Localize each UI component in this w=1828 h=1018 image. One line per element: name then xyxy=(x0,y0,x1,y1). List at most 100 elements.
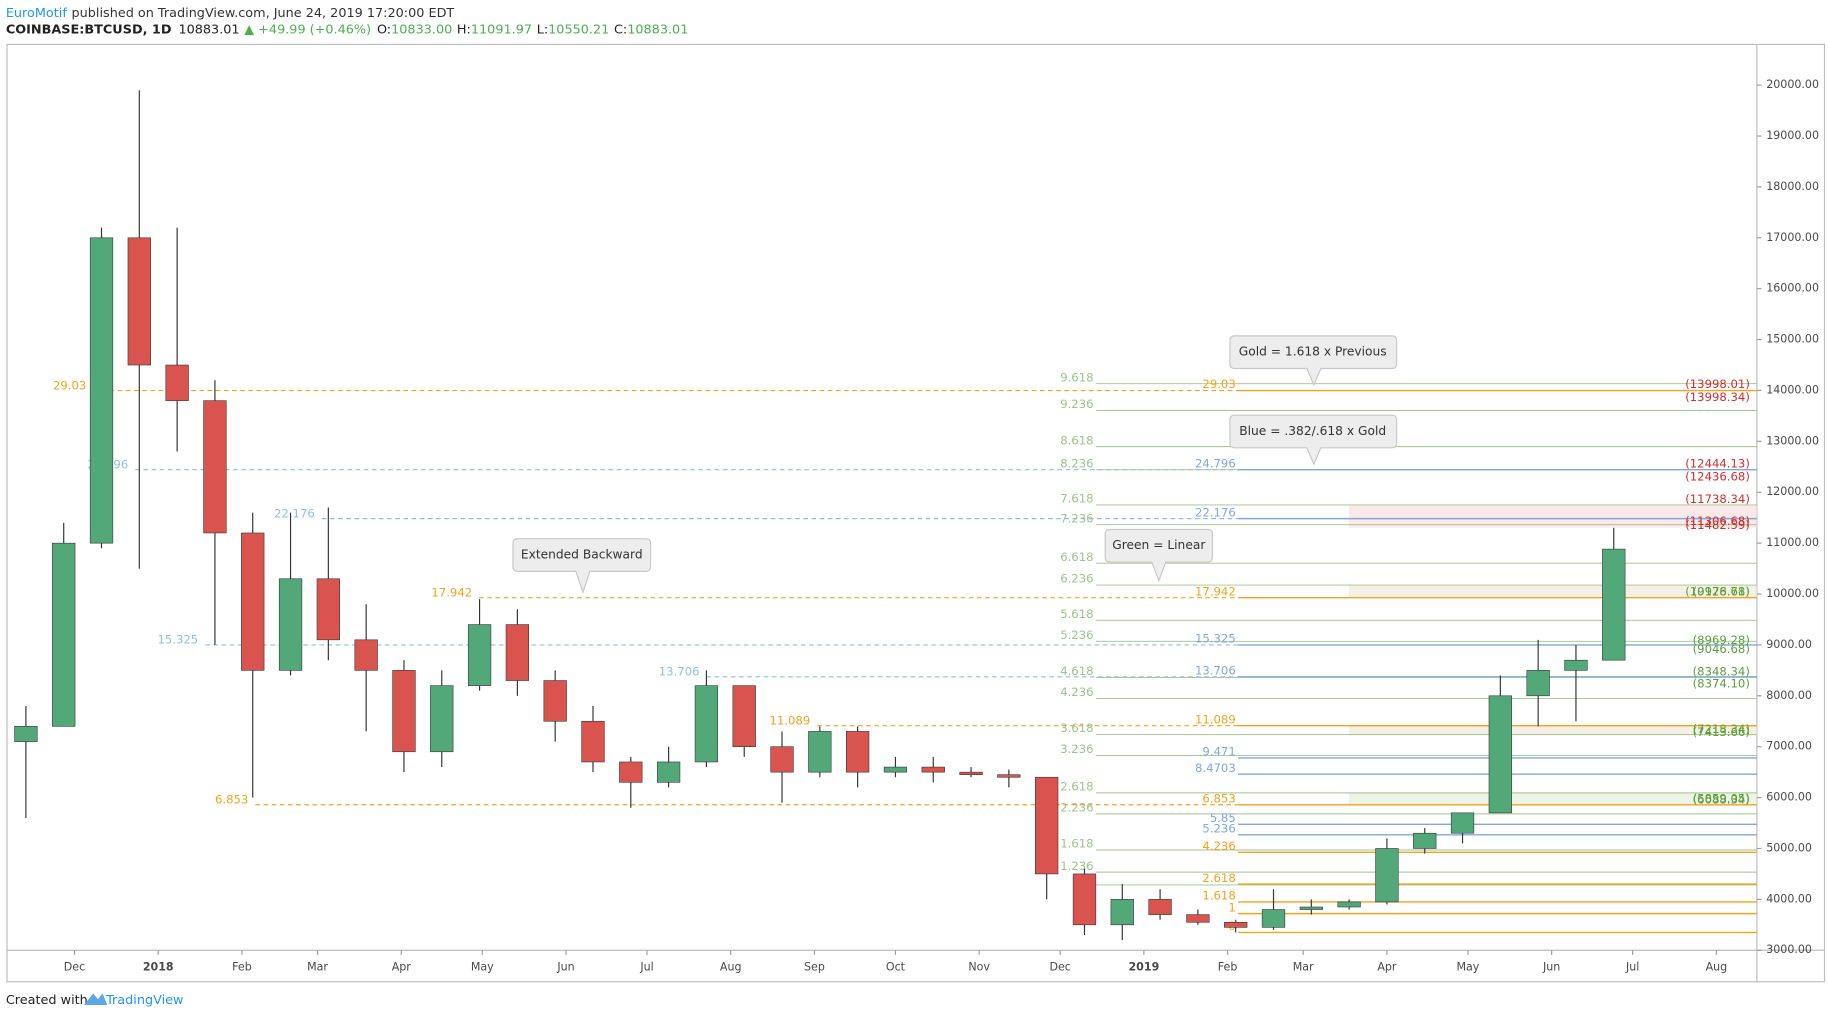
fib-level-label: 8.236 xyxy=(1060,456,1093,470)
y-tick-label: 9000.00 xyxy=(1766,638,1812,651)
candle-body xyxy=(467,624,492,686)
candle-body xyxy=(1261,909,1286,928)
candle-body xyxy=(1337,901,1361,908)
symbol: COINBASE:BTCUSD, 1D xyxy=(6,22,172,37)
callout-text: Blue = .382/.618 x Gold xyxy=(1239,424,1386,438)
candle-body xyxy=(1186,914,1210,923)
price-label: (7218.34) xyxy=(1693,722,1750,736)
fib-level-label: 6.236 xyxy=(1060,572,1093,586)
plot: 3000.00 4000.00 5000.00 6000.00 7000.00 8000.… xyxy=(14,78,1819,974)
candle-body xyxy=(959,771,983,775)
fib-level-label: 29.03 xyxy=(1202,377,1235,391)
candle-body xyxy=(1450,812,1475,834)
fib-level-label: 6.618 xyxy=(1060,550,1093,564)
price-label: (12436.68) xyxy=(1685,470,1750,484)
zone xyxy=(1348,585,1757,598)
fib-level-label: 2.618 xyxy=(1060,780,1093,794)
candle-body xyxy=(354,639,378,671)
zone xyxy=(1348,793,1757,805)
candle-body xyxy=(392,670,416,753)
x-tick-label: Aug xyxy=(1706,961,1728,974)
fib-level-label: 3.236 xyxy=(1060,742,1093,756)
fib-level-label: 3.618 xyxy=(1060,721,1093,735)
extended-level-label: 22.176 xyxy=(274,506,315,520)
footer-text: Created with xyxy=(6,993,88,1008)
callout-box xyxy=(1104,528,1214,583)
y-tick-label: 6000.00 xyxy=(1766,791,1812,804)
ohlc-key: C: xyxy=(614,22,627,37)
x-tick-label: May xyxy=(1456,961,1479,974)
candle-body xyxy=(656,761,681,783)
x-tick-label: Mar xyxy=(307,961,328,974)
x-tick-label: Jun xyxy=(556,961,574,974)
zone xyxy=(1348,725,1757,736)
price-label: (13998.34) xyxy=(1685,390,1750,404)
extended-level-label: 13.706 xyxy=(659,665,700,679)
callout-text: Extended Backward xyxy=(521,548,643,562)
price-label: (9928.71) xyxy=(1693,584,1750,598)
callout[interactable]: Blue = .382/.618 x Gold xyxy=(1229,414,1398,466)
x-tick-label: Dec xyxy=(64,961,85,974)
fib-level-label: 6.853 xyxy=(1202,791,1235,805)
ohlc-value: 10833.00 xyxy=(391,22,452,37)
price-label: (10176.68) xyxy=(1685,585,1750,599)
x-tick-label: Aug xyxy=(720,961,742,974)
fib-level-label: 5.618 xyxy=(1060,607,1093,621)
extended-level-label: 29.03 xyxy=(53,378,86,392)
callout-box xyxy=(512,538,652,595)
x-tick-label: Nov xyxy=(968,961,990,974)
fib-level-label: 5.85 xyxy=(1210,811,1236,825)
ohlc-value: 11091.97 xyxy=(471,22,532,37)
price-label: (8374.10) xyxy=(1693,676,1750,690)
y-tick-label: 10000.00 xyxy=(1766,587,1819,600)
fib-level-label: 8.4703 xyxy=(1195,761,1236,775)
candle-body xyxy=(1564,659,1588,671)
price-label: (8969.28) xyxy=(1693,633,1750,647)
y-tick-label: 15000.00 xyxy=(1766,333,1819,346)
price-label: (13998.01) xyxy=(1685,377,1750,391)
candle-body xyxy=(127,237,151,366)
y-tick-label: 5000.00 xyxy=(1766,841,1812,854)
x-tick-label: Dec xyxy=(1049,961,1070,974)
x-tick-label: 2018 xyxy=(143,961,174,974)
price-label: (7413.66) xyxy=(1693,725,1750,739)
fib-level-label: 1.618 xyxy=(1060,837,1093,851)
y-tick-label: 14000.00 xyxy=(1766,383,1819,396)
candle-body xyxy=(921,766,945,773)
x-tick-label: May xyxy=(471,961,494,974)
footer-brand[interactable]: TradingView xyxy=(105,993,183,1008)
candle-body xyxy=(1488,695,1512,814)
candle-body xyxy=(543,680,567,722)
candle-body xyxy=(241,532,265,671)
price-label: (8348.34) xyxy=(1693,665,1750,679)
candle-body xyxy=(1072,873,1097,926)
y-tick-label: 8000.00 xyxy=(1766,689,1812,702)
x-tick-label: Apr xyxy=(392,961,412,974)
y-tick-label: 3000.00 xyxy=(1766,943,1812,956)
fib-level-label: 5.236 xyxy=(1060,628,1093,642)
fib-level-label: 4.236 xyxy=(1202,839,1235,853)
candle-body xyxy=(770,746,794,773)
candle-body xyxy=(52,542,76,727)
candle-body xyxy=(1299,906,1323,910)
callout[interactable]: Gold = 1.618 x Previous xyxy=(1229,335,1398,387)
callout[interactable]: Extended Backward xyxy=(512,538,652,595)
zone xyxy=(1348,505,1757,528)
candle-body xyxy=(1035,776,1059,875)
y-tick-label: 20000.00 xyxy=(1766,78,1819,91)
fib-level-label: 7.618 xyxy=(1060,492,1093,506)
publish-line: EuroMotif published on TradingView.com, J… xyxy=(6,5,455,20)
callout-box xyxy=(1229,335,1398,387)
author[interactable]: EuroMotif xyxy=(6,5,68,20)
candle-body xyxy=(430,685,454,753)
y-tick-label: 4000.00 xyxy=(1766,892,1812,905)
price-label: (6088.34) xyxy=(1693,793,1750,807)
y-tick-label: 12000.00 xyxy=(1766,485,1819,498)
candle-body xyxy=(1224,921,1248,928)
extended-level-label: 15.325 xyxy=(157,633,198,647)
callout-text: Green = Linear xyxy=(1112,538,1206,552)
callout[interactable]: Green = Linear xyxy=(1104,528,1214,583)
candle-body xyxy=(1526,670,1550,697)
fib-level-label: 9.471 xyxy=(1202,745,1235,759)
